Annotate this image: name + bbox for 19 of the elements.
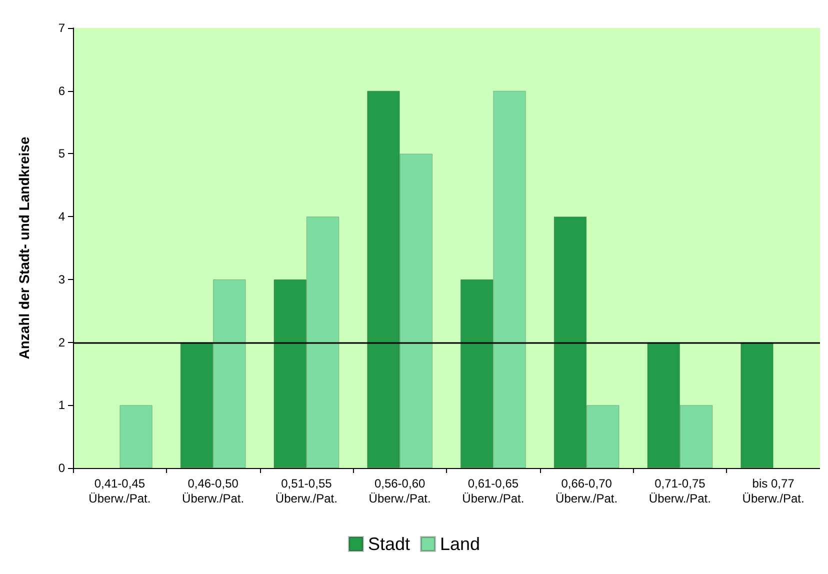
y-axis-title: Anzahl der Stadt- und Landkreise: [16, 136, 32, 360]
y-tick-label: 7: [58, 21, 66, 35]
legend-label: Land: [440, 534, 480, 554]
y-tick-label: 4: [58, 210, 66, 224]
x-tick-label: 0,61-0,65 Überw./Pat.: [462, 476, 524, 506]
y-tick-label: 6: [58, 84, 66, 98]
x-tick-label: 0,56-0,60 Überw./Pat.: [368, 476, 431, 506]
y-tick-label: 5: [58, 146, 66, 161]
x-tick-label: 0,71-0,75 Überw./Pat.: [648, 476, 711, 506]
y-tick-label: 3: [58, 272, 66, 286]
x-tick-label: 0,41-0,45 Überw./Pat.: [88, 476, 151, 506]
y-tick-label: 2: [58, 335, 66, 350]
y-tick-label: 0: [58, 461, 66, 475]
x-tick-label: 0,46-0,50 Überw./Pat.: [182, 476, 244, 506]
x-tick-label: 0,66-0,70 Überw./Pat.: [556, 476, 618, 506]
y-tick-label: 1: [58, 398, 66, 412]
x-tick-label: bis 0,77 Überw./Pat.: [742, 476, 804, 506]
x-tick-label: 0,51-0,55 Überw./Pat.: [275, 476, 338, 506]
legend-label: Stadt: [368, 534, 410, 554]
